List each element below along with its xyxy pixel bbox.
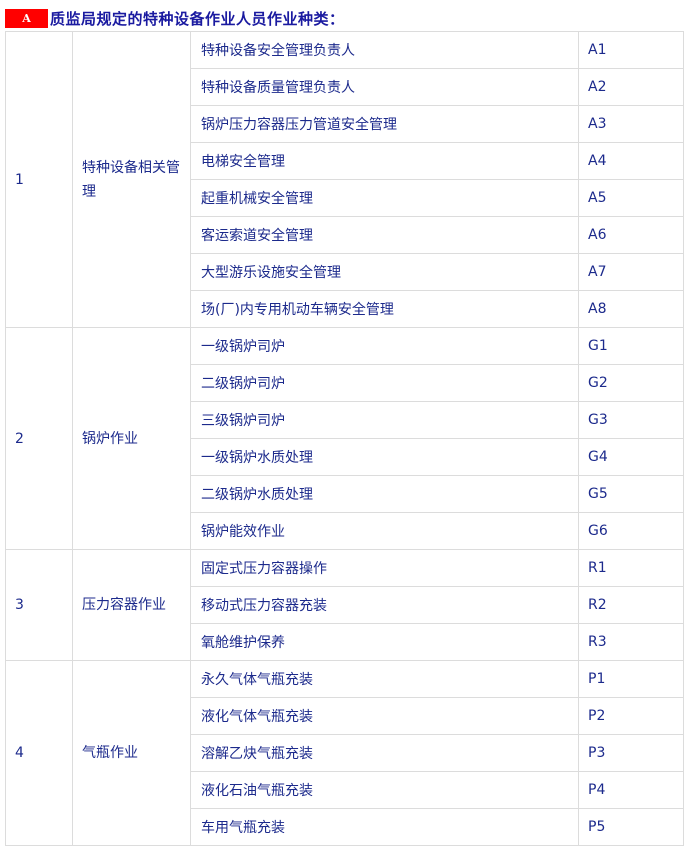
work-type-name: 溶解乙炔气瓶充装 [190, 734, 579, 772]
section-heading: A 质监局规定的特种设备作业人员作业种类： [5, 8, 345, 28]
table-row: 锅炉压力容器压力管道安全管理 A3 [6, 105, 684, 143]
work-type-name: 大型游乐设施安全管理 [190, 253, 579, 291]
work-type-name: 起重机械安全管理 [190, 179, 579, 217]
work-type-code: A5 [578, 179, 684, 217]
work-type-code: G5 [578, 475, 684, 513]
work-type-code: G6 [578, 512, 684, 550]
table-row: 特种设备质量管理负责人 A2 [6, 68, 684, 106]
table-row: 二级锅炉水质处理 G5 [6, 475, 684, 513]
work-type-code: A6 [578, 216, 684, 254]
work-type-name: 锅炉压力容器压力管道安全管理 [190, 105, 579, 143]
table-row: 三级锅炉司炉 G3 [6, 401, 684, 439]
work-type-code: R2 [578, 586, 684, 624]
table-row: 电梯安全管理 A4 [6, 142, 684, 180]
work-type-code: P2 [578, 697, 684, 735]
table-row: 锅炉能效作业 G6 [6, 512, 684, 550]
table-row: 1 特种设备相关管理 特种设备安全管理负责人 A1 [5, 31, 684, 328]
work-type-name: 一级锅炉水质处理 [190, 438, 579, 476]
work-type-code: P5 [578, 808, 684, 846]
table-row: 起重机械安全管理 A5 [6, 179, 684, 217]
work-type-code: G2 [578, 364, 684, 402]
work-type-name: 三级锅炉司炉 [190, 401, 579, 439]
table-row: 场(厂)内专用机动车辆安全管理 A8 [6, 290, 684, 328]
table-row: 4 气瓶作业 永久气体气瓶充装 P1 [5, 660, 684, 846]
work-type-code: G1 [578, 327, 684, 365]
work-type-code: R3 [578, 623, 684, 661]
work-type-name: 特种设备安全管理负责人 [190, 31, 579, 69]
work-type-name: 一级锅炉司炉 [190, 327, 579, 365]
table-row: 2 锅炉作业 一级锅炉司炉 G1 [5, 327, 684, 550]
table-row: 氧舱维护保养 R3 [6, 623, 684, 661]
group-category: 特种设备相关管理 [72, 31, 191, 328]
work-type-name: 液化气体气瓶充装 [190, 697, 579, 735]
group-number: 1 [5, 31, 73, 328]
work-type-name: 液化石油气瓶充装 [190, 771, 579, 809]
group-category: 锅炉作业 [72, 327, 191, 550]
table-row: 溶解乙炔气瓶充装 P3 [6, 734, 684, 772]
group-number: 2 [5, 327, 73, 550]
group-number: 4 [5, 660, 73, 846]
work-type-code: A4 [578, 142, 684, 180]
work-type-name: 场(厂)内专用机动车辆安全管理 [190, 290, 579, 328]
work-type-name: 客运索道安全管理 [190, 216, 579, 254]
work-type-code: P3 [578, 734, 684, 772]
work-type-code: A7 [578, 253, 684, 291]
work-type-name: 二级锅炉司炉 [190, 364, 579, 402]
work-type-name: 氧舱维护保养 [190, 623, 579, 661]
operator-category-table: 1 特种设备相关管理 特种设备安全管理负责人 A1 特种设备质量管理负责人 A2 锅炉压力容… [5, 31, 684, 846]
work-type-code: A8 [578, 290, 684, 328]
group-number: 3 [5, 549, 73, 661]
group-category: 气瓶作业 [72, 660, 191, 846]
table-row: 液化石油气瓶充装 P4 [6, 771, 684, 809]
table-row: 液化气体气瓶充装 P2 [6, 697, 684, 735]
work-type-code: P1 [578, 660, 684, 698]
section-title: 质监局规定的特种设备作业人员作业种类： [50, 9, 345, 28]
work-type-code: A1 [578, 31, 684, 69]
work-type-name: 锅炉能效作业 [190, 512, 579, 550]
table-row: 移动式压力容器充装 R2 [6, 586, 684, 624]
work-type-code: P4 [578, 771, 684, 809]
work-type-name: 车用气瓶充装 [190, 808, 579, 846]
work-type-code: R1 [578, 549, 684, 587]
work-type-name: 固定式压力容器操作 [190, 549, 579, 587]
work-type-code: A2 [578, 68, 684, 106]
work-type-code: G3 [578, 401, 684, 439]
work-type-name: 电梯安全管理 [190, 142, 579, 180]
work-type-name: 二级锅炉水质处理 [190, 475, 579, 513]
work-type-name: 永久气体气瓶充装 [190, 660, 579, 698]
group-category: 压力容器作业 [72, 549, 191, 661]
table-row: 3 压力容器作业 固定式压力容器操作 R1 [5, 549, 684, 661]
table-row: 二级锅炉司炉 G2 [6, 364, 684, 402]
section-badge: A [5, 8, 48, 28]
table-row: 客运索道安全管理 A6 [6, 216, 684, 254]
table-row: 大型游乐设施安全管理 A7 [6, 253, 684, 291]
work-type-code: G4 [578, 438, 684, 476]
work-type-name: 移动式压力容器充装 [190, 586, 579, 624]
work-type-name: 特种设备质量管理负责人 [190, 68, 579, 106]
work-type-code: A3 [578, 105, 684, 143]
